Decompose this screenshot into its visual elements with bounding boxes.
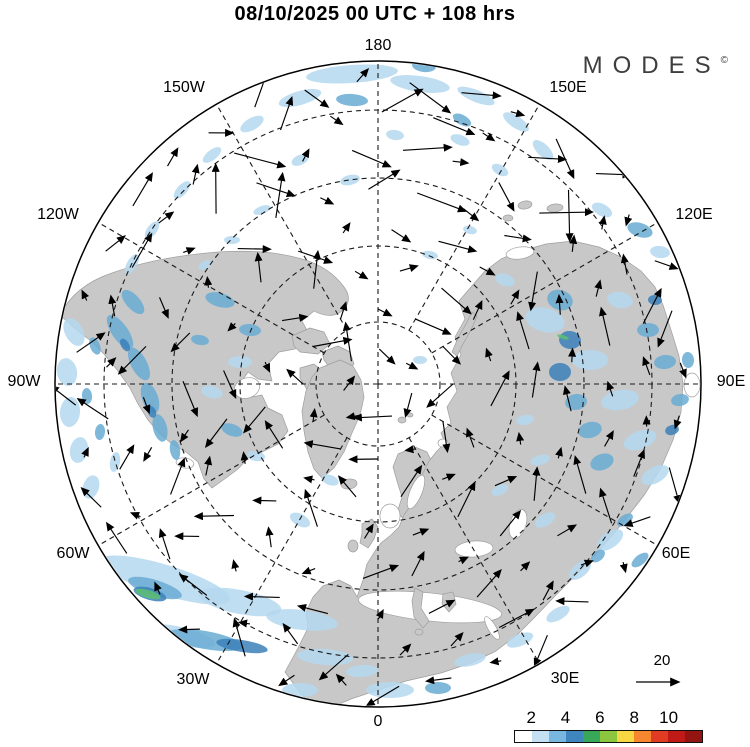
lon-label-30W: 30W <box>177 671 211 688</box>
lon-label-0: 0 <box>374 713 383 730</box>
lon-label-90E: 90E <box>717 373 745 390</box>
siberian-island-2 <box>546 203 564 213</box>
colorbar-tick-4: 4 <box>560 708 571 727</box>
laptev-sea <box>505 246 535 260</box>
lon-label-150W: 150W <box>163 79 206 96</box>
colorbar-cell <box>600 731 617 742</box>
svalbard-island-2 <box>406 412 414 418</box>
north-sea <box>379 503 401 529</box>
colorbar-cell <box>583 731 600 742</box>
greenland-landmass <box>301 359 365 479</box>
lon-label-90W: 90W <box>8 373 42 390</box>
copyright-icon: © <box>720 55 728 66</box>
colorbar-cell <box>685 731 702 742</box>
colorbar-cell <box>566 731 583 742</box>
east-coast-notch <box>683 372 700 398</box>
arctic-island-banks <box>291 327 331 355</box>
red-sea <box>484 616 500 640</box>
colorbar-cell <box>549 731 566 742</box>
colorbar-tick-8: 8 <box>629 708 639 727</box>
colorbar-tick-labels: 2 4 6 8 10 <box>514 708 703 730</box>
longitude-labels-layer: 180 150W 120W 90W 60W 30W 0 30E 60E 90E 120E 150E <box>8 37 746 730</box>
colorbar-cell <box>532 731 549 742</box>
lon-label-30E: 30E <box>551 670 579 687</box>
lon-label-60E: 60E <box>662 545 690 562</box>
reference-vector-legend: 20 <box>628 652 698 696</box>
siberian-island-1 <box>517 200 533 210</box>
graticule-layer <box>56 62 700 706</box>
colorbar-cell <box>515 731 532 742</box>
map-border-circle <box>54 60 702 708</box>
colorbar <box>514 730 703 743</box>
modes-logo-text: MODES <box>582 52 721 79</box>
colorbar-cell <box>617 731 634 742</box>
colorbar-tick-10: 10 <box>659 708 679 727</box>
colorbar-legend: 2 4 6 8 10 <box>514 708 703 743</box>
svalbard-island <box>397 416 407 424</box>
colorbar-cell <box>668 731 685 742</box>
colorbar-cell <box>634 731 651 742</box>
wind-arrows-layer <box>56 62 687 706</box>
siberian-island-3 <box>502 214 514 222</box>
lon-label-120E: 120E <box>675 206 712 223</box>
modes-logo: MODES© <box>583 52 728 80</box>
lon-label-60W: 60W <box>57 545 91 562</box>
reference-vector-value: 20 <box>653 652 671 669</box>
ireland-island <box>347 539 359 553</box>
lon-label-120W: 120W <box>37 206 80 223</box>
black-sea <box>454 540 494 558</box>
lon-label-150E: 150E <box>549 79 586 96</box>
page-title: 08/10/2025 00 UTC + 108 hrs <box>234 3 516 25</box>
colorbar-cell <box>651 731 668 742</box>
sicily-island <box>414 628 424 636</box>
italy-peninsula <box>411 587 430 629</box>
reference-arrow-icon <box>636 677 681 687</box>
colorbar-tick-2: 2 <box>526 708 536 727</box>
shading-layer <box>56 62 695 698</box>
baltic-sea <box>406 474 426 510</box>
lon-label-180: 180 <box>365 37 392 54</box>
colorbar-tick-6: 6 <box>595 708 605 727</box>
